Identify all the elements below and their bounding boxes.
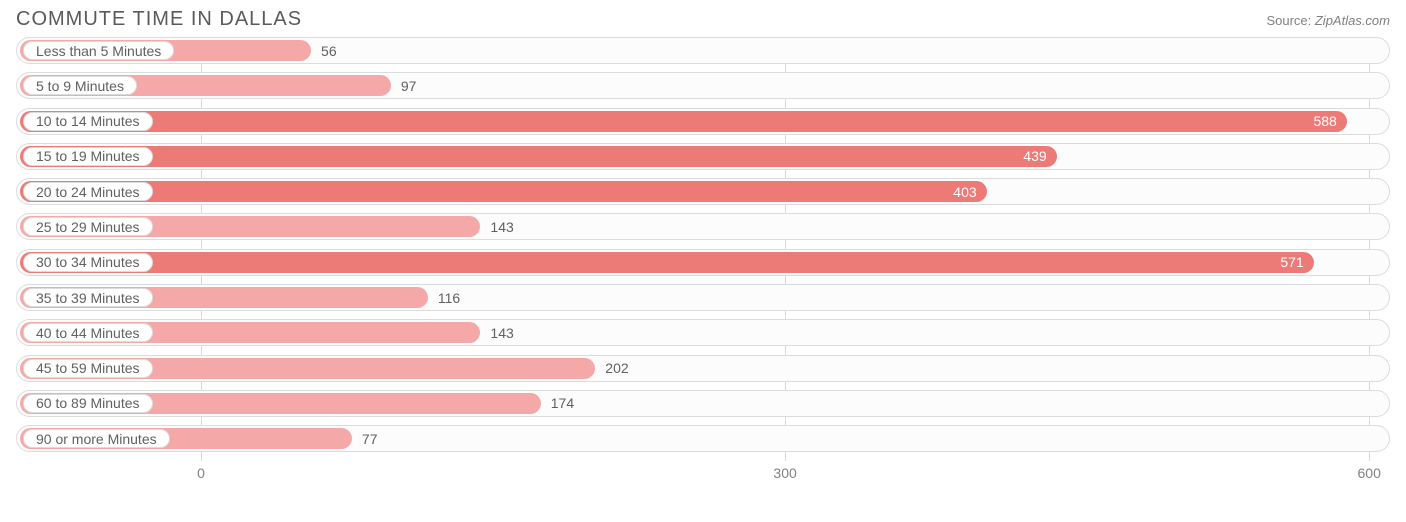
category-label: 20 to 24 Minutes [23, 182, 153, 201]
bar-row: 439 15 to 19 Minutes [16, 143, 1390, 170]
chart-source: Source: ZipAtlas.com [1266, 13, 1390, 28]
category-label: 40 to 44 Minutes [23, 323, 153, 342]
bar: 571 [20, 252, 1314, 273]
bar-value: 439 [1023, 148, 1046, 164]
bar-value: 588 [1313, 113, 1336, 129]
category-label: 35 to 39 Minutes [23, 288, 153, 307]
bar-value: 571 [1280, 254, 1303, 270]
bar-row: 116 35 to 39 Minutes [16, 284, 1390, 311]
x-tick: 0 [197, 465, 205, 481]
category-label: 90 or more Minutes [23, 429, 170, 448]
category-label: 25 to 29 Minutes [23, 217, 153, 236]
bar-value: 174 [551, 395, 574, 411]
category-label: Less than 5 Minutes [23, 41, 174, 60]
bar-value: 143 [490, 325, 513, 341]
bar-row: 143 40 to 44 Minutes [16, 319, 1390, 346]
bar-row: 56 Less than 5 Minutes [16, 37, 1390, 64]
bar-rows: 56 Less than 5 Minutes 97 5 to 9 Minutes 588… [16, 37, 1390, 452]
category-label: 60 to 89 Minutes [23, 394, 153, 413]
category-label: 30 to 34 Minutes [23, 253, 153, 272]
bar-value: 143 [490, 219, 513, 235]
bar-row: 403 20 to 24 Minutes [16, 178, 1390, 205]
bar-value: 403 [953, 184, 976, 200]
category-label: 45 to 59 Minutes [23, 359, 153, 378]
bar: 588 [20, 111, 1347, 132]
category-label: 5 to 9 Minutes [23, 76, 137, 95]
bar-row: 571 30 to 34 Minutes [16, 249, 1390, 276]
x-tick: 600 [1358, 465, 1381, 481]
bar-value: 116 [438, 290, 460, 306]
bar-row: 588 10 to 14 Minutes [16, 108, 1390, 135]
chart-area: 56 Less than 5 Minutes 97 5 to 9 Minutes 588… [0, 37, 1406, 489]
bar-row: 143 25 to 29 Minutes [16, 213, 1390, 240]
bar-row: 202 45 to 59 Minutes [16, 355, 1390, 382]
bar-value: 202 [605, 360, 628, 376]
chart-header: COMMUTE TIME IN DALLAS Source: ZipAtlas.… [0, 0, 1406, 37]
category-label: 15 to 19 Minutes [23, 147, 153, 166]
bar-row: 174 60 to 89 Minutes [16, 390, 1390, 417]
bar-value: 56 [321, 43, 337, 59]
source-label: Source: [1266, 13, 1314, 28]
bar-row: 97 5 to 9 Minutes [16, 72, 1390, 99]
category-label: 10 to 14 Minutes [23, 112, 153, 131]
source-site: ZipAtlas.com [1315, 13, 1390, 28]
x-axis: 0 300 600 [16, 461, 1390, 489]
bar: 403 [20, 181, 987, 202]
bar: 439 [20, 146, 1057, 167]
chart-title: COMMUTE TIME IN DALLAS [16, 8, 302, 31]
bar-value: 97 [401, 78, 417, 94]
bar-value: 77 [362, 431, 378, 447]
x-tick: 300 [773, 465, 796, 481]
bar-row: 77 90 or more Minutes [16, 425, 1390, 452]
plot: 56 Less than 5 Minutes 97 5 to 9 Minutes 588… [16, 37, 1390, 489]
